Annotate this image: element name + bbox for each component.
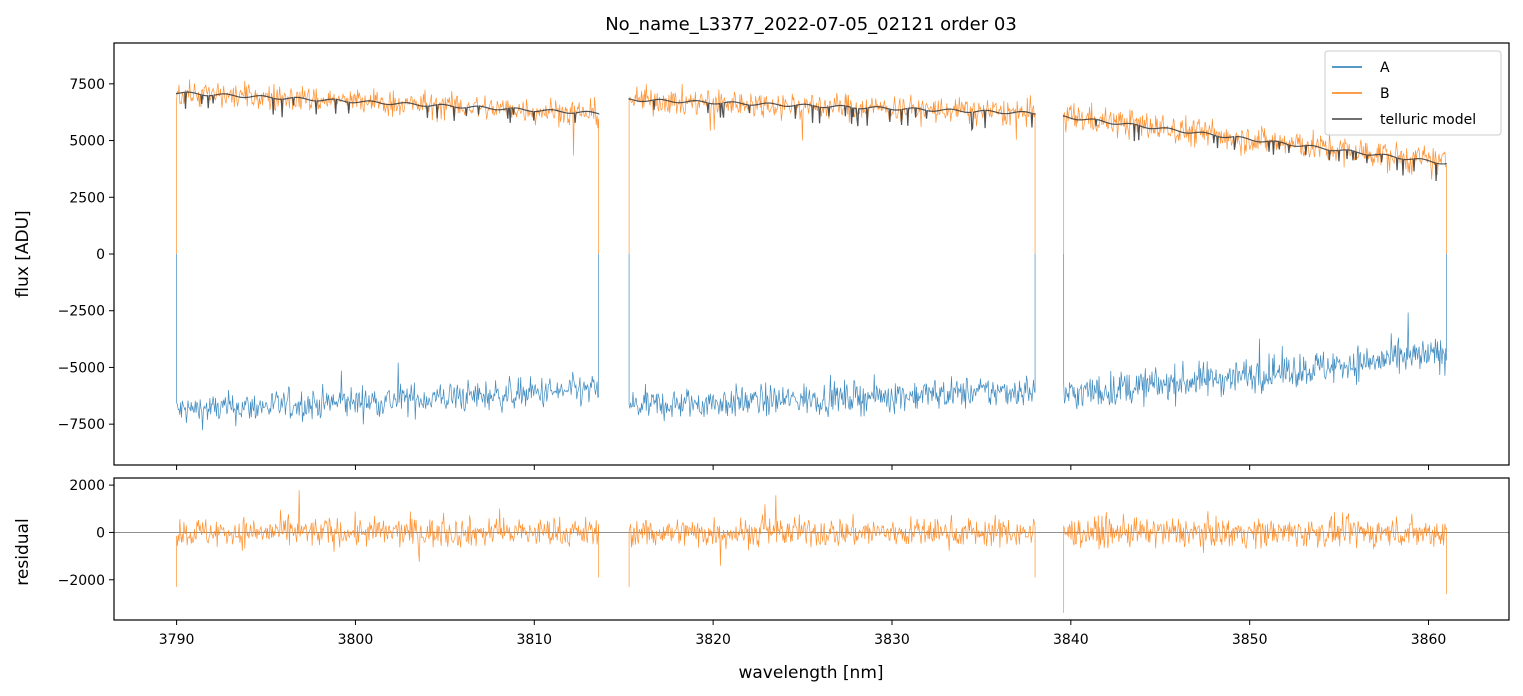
flux-y-tick-label: 0 [96,247,105,263]
flux-x-ticks [176,465,1430,470]
legend-label-b: B [1380,86,1390,102]
residual-x-tick-label: 3820 [695,632,731,648]
legend-label-a: A [1380,60,1390,76]
series-a-segment-3 [1063,254,1447,410]
residual-series-group [176,490,1447,613]
series-a-segment-1 [176,254,600,431]
series-b-segment-1 [176,79,600,254]
residual-x-tick-label: 3830 [874,632,910,648]
residual-x-tick-label: 3810 [516,632,552,648]
flux-y-tick-label: 2500 [69,190,105,206]
series-a-segment-2 [628,254,1036,422]
flux-y-ticks: 7500 5000 2500 0 −2500 −5000 −7500 [58,77,114,433]
series-b-segment-2 [628,84,1036,254]
residual-y-label: residual [13,518,33,585]
series-telluric-segment-2 [628,98,1036,132]
residual-x-tick-label: 3860 [1411,632,1447,648]
series-b-segment-3 [1063,102,1447,254]
residual-plot-area [114,478,1509,620]
residual-x-tick-label: 3800 [338,632,374,648]
flux-y-tick-label: −5000 [58,360,105,376]
legend-label-telluric: telluric model [1380,112,1476,128]
flux-y-label: flux [ADU] [13,210,33,297]
flux-y-tick-label: 5000 [69,134,105,150]
series-telluric-segment-3 [1063,115,1447,182]
residual-y-tick-label: −2000 [58,573,105,589]
flux-series-group [176,79,1447,431]
flux-y-tick-label: 7500 [69,77,105,93]
residual-y-tick-label: 0 [96,525,105,541]
residual-axes-frame [113,477,1510,621]
residual-x-tick-label: 3840 [1053,632,1089,648]
figure-title: No_name_L3377_2022-07-05_02121 order 03 [605,14,1017,35]
flux-y-tick-label: −2500 [58,304,105,320]
series-telluric-segment-1 [176,91,600,123]
residual-segment-1 [176,490,600,587]
legend-box [1324,50,1502,136]
legend: A B telluric model [1324,50,1502,136]
residual-x-ticks: 3790 3800 3810 3820 3830 3840 3850 3860 [159,620,1447,648]
flux-y-tick-label: −7500 [58,417,105,433]
residual-segment-2 [628,495,1036,587]
residual-y-tick-label: 2000 [69,478,105,494]
flux-plot-area [114,43,1509,465]
residual-x-tick-label: 3790 [159,632,195,648]
residual-x-label: wavelength [nm] [738,663,883,683]
residual-y-ticks: 2000 0 −2000 [58,478,114,589]
residual-segment-3 [1063,511,1447,613]
residual-x-tick-label: 3850 [1232,632,1268,648]
